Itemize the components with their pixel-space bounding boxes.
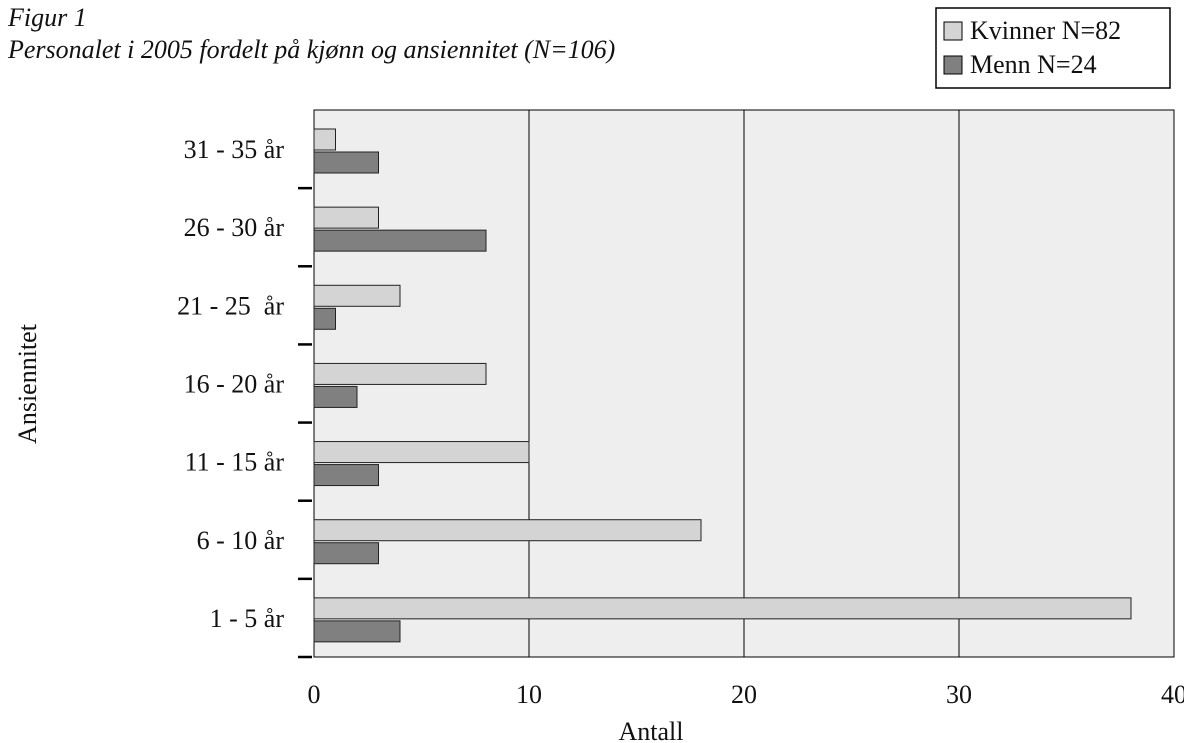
y-tick-label: 16 - 20 år <box>184 370 285 399</box>
x-tick-label: 20 <box>731 680 757 709</box>
bar <box>313 284 401 307</box>
legend-swatch <box>943 21 963 41</box>
y-tick-label: 11 - 15 år <box>185 448 285 477</box>
legend-label: Menn N=24 <box>970 50 1097 79</box>
bar <box>313 151 379 174</box>
x-tick-label: 10 <box>516 680 542 709</box>
bar <box>313 206 379 229</box>
bar <box>313 229 487 252</box>
bar <box>313 519 702 542</box>
bar <box>313 597 1132 620</box>
x-tick-label: 0 <box>308 680 321 709</box>
bar <box>313 620 401 643</box>
y-tick-label: 31 - 35 år <box>184 135 285 164</box>
y-tick-label: 26 - 30 år <box>184 213 285 242</box>
bar <box>313 362 487 385</box>
y-tick-label: 6 - 10 år <box>197 526 285 555</box>
y-tick-label: 21 - 25 år <box>177 291 284 320</box>
x-axis-label: Antall <box>619 717 684 743</box>
bar <box>313 307 336 330</box>
chart-subtitle: Personalet i 2005 fordelt på kjønn og an… <box>7 35 615 64</box>
bar <box>313 441 530 464</box>
y-tick-label: 1 - 5 år <box>210 604 285 633</box>
legend-box <box>935 7 1171 89</box>
legend-label: Kvinner N=82 <box>970 16 1121 45</box>
y-axis-label: Ansiennitet <box>13 323 42 444</box>
bar <box>313 542 379 565</box>
chart-title: Figur 1 <box>7 3 87 32</box>
bar <box>313 464 379 487</box>
bar <box>313 128 336 151</box>
bar <box>313 385 358 408</box>
legend-swatch <box>943 55 963 75</box>
x-tick-label: 30 <box>946 680 972 709</box>
x-tick-label: 40 <box>1161 680 1184 709</box>
